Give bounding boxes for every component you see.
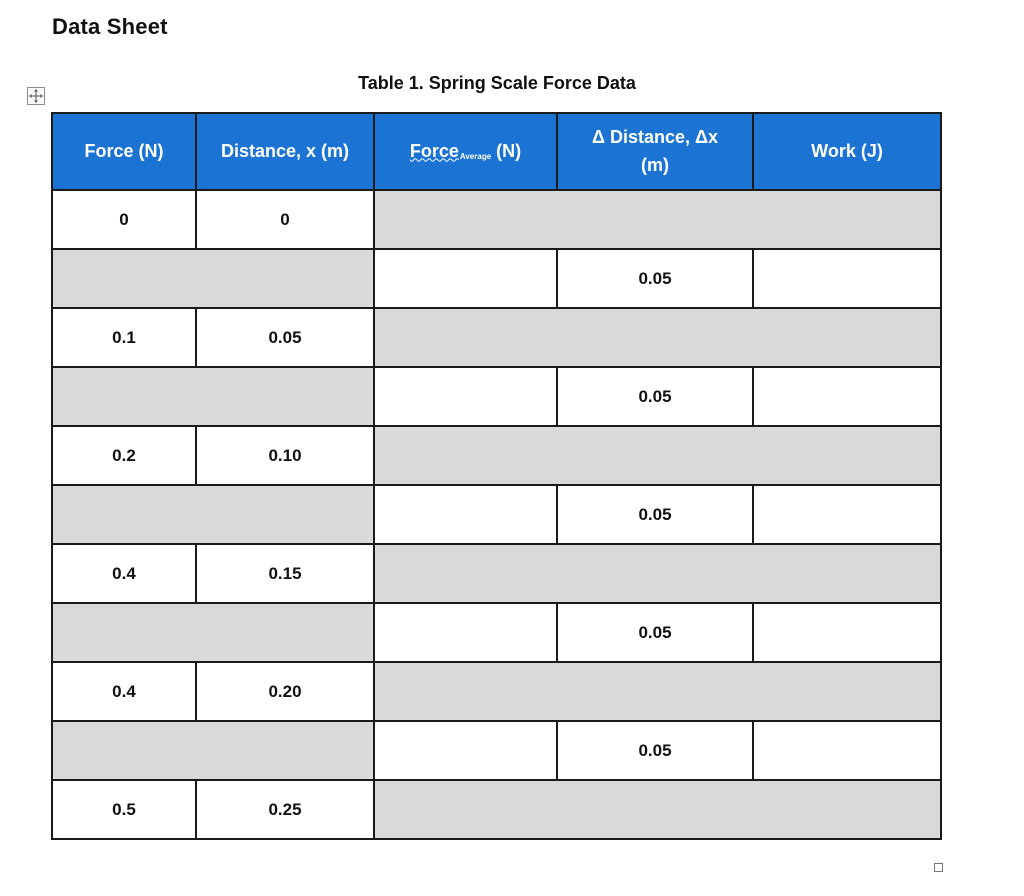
header-delta-distance-line1: Δ Distance, Δx [592, 126, 718, 147]
distance-cell[interactable]: 0.05 [195, 307, 375, 368]
delta-distance-cell[interactable]: 0.05 [556, 366, 754, 427]
shaded-cell [373, 661, 942, 722]
force-average-cell[interactable] [373, 602, 558, 663]
force-average-cell[interactable] [373, 248, 558, 309]
delta-distance-cell[interactable]: 0.05 [556, 720, 754, 781]
header-force-average-word: Force [409, 140, 459, 161]
shaded-cell [51, 602, 375, 663]
table-row: 0.05 [51, 720, 942, 781]
distance-cell[interactable]: 0.15 [195, 543, 375, 604]
work-cell[interactable] [752, 720, 942, 781]
force-average-cell[interactable] [373, 484, 558, 545]
force-average-cell[interactable] [373, 720, 558, 781]
header-delta-distance: Δ Distance, Δx (m) [556, 112, 754, 191]
force-cell[interactable]: 0 [51, 189, 197, 250]
work-cell[interactable] [752, 248, 942, 309]
page-title: Data Sheet [52, 14, 168, 39]
shaded-cell [373, 307, 942, 368]
shaded-cell [51, 484, 375, 545]
table-row: 0 0 [51, 189, 942, 250]
table-caption: Table 1. Spring Scale Force Data [358, 73, 636, 93]
force-cell[interactable]: 0.4 [51, 543, 197, 604]
table-resize-handle-icon[interactable] [934, 863, 943, 872]
shaded-cell [51, 248, 375, 309]
shaded-cell [51, 720, 375, 781]
table-header-row: Force (N) Distance, x (m) ForceAverage (… [51, 112, 942, 191]
table-move-handle-icon[interactable] [27, 87, 45, 105]
table-row: 0.5 0.25 [51, 779, 942, 840]
table-row: 0.2 0.10 [51, 425, 942, 486]
shaded-cell [373, 425, 942, 486]
table-row: 0.1 0.05 [51, 307, 942, 368]
delta-distance-cell[interactable]: 0.05 [556, 602, 754, 663]
table-row: 0.05 [51, 484, 942, 545]
spring-scale-data-table: Force (N) Distance, x (m) ForceAverage (… [51, 112, 942, 840]
force-cell[interactable]: 0.2 [51, 425, 197, 486]
force-cell[interactable]: 0.4 [51, 661, 197, 722]
work-cell[interactable] [752, 484, 942, 545]
table-row: 0.05 [51, 366, 942, 427]
header-force: Force (N) [51, 112, 197, 191]
work-cell[interactable] [752, 366, 942, 427]
header-distance: Distance, x (m) [195, 112, 375, 191]
table-row: 0.05 [51, 248, 942, 309]
distance-cell[interactable]: 0.20 [195, 661, 375, 722]
delta-distance-cell[interactable]: 0.05 [556, 248, 754, 309]
distance-cell[interactable]: 0 [195, 189, 375, 250]
header-force-average-unit: (N) [491, 140, 522, 161]
table-row: 0.4 0.15 [51, 543, 942, 604]
shaded-cell [373, 543, 942, 604]
header-force-average-subscript: Average [459, 151, 492, 161]
distance-cell[interactable]: 0.10 [195, 425, 375, 486]
shaded-cell [51, 366, 375, 427]
header-delta-distance-line2: (m) [641, 154, 669, 175]
force-average-cell[interactable] [373, 366, 558, 427]
header-work: Work (J) [752, 112, 942, 191]
delta-distance-cell[interactable]: 0.05 [556, 484, 754, 545]
table-row: 0.05 [51, 602, 942, 663]
work-cell[interactable] [752, 602, 942, 663]
distance-cell[interactable]: 0.25 [195, 779, 375, 840]
shaded-cell [373, 189, 942, 250]
force-cell[interactable]: 0.1 [51, 307, 197, 368]
force-cell[interactable]: 0.5 [51, 779, 197, 840]
table-row: 0.4 0.20 [51, 661, 942, 722]
shaded-cell [373, 779, 942, 840]
header-force-average: ForceAverage (N) [373, 112, 558, 191]
